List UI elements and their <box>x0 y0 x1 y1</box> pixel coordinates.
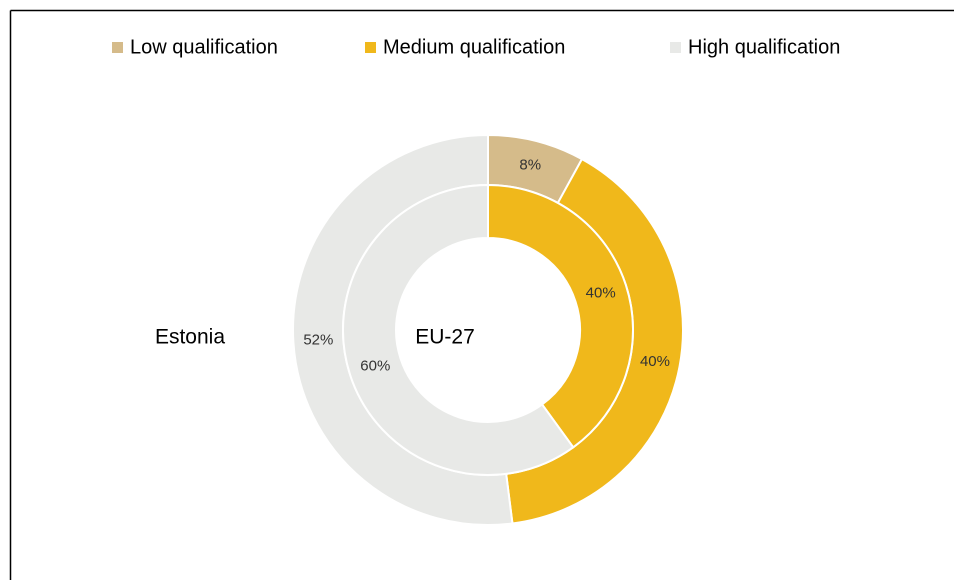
donut-slice <box>342 183 575 476</box>
series-label: EU-27 <box>415 326 475 349</box>
value-label: 60% <box>360 358 390 375</box>
donut-slice <box>487 183 634 449</box>
legend-label: Medium qualification <box>383 36 565 58</box>
value-label: 8% <box>519 156 541 173</box>
value-label: 40% <box>586 284 616 301</box>
legend-swatch <box>365 42 376 53</box>
series-label: Estonia <box>155 326 225 349</box>
legend-label: High qualification <box>688 36 840 58</box>
value-label: 40% <box>640 353 670 370</box>
value-label: 52% <box>303 332 333 349</box>
legend-label: Low qualification <box>130 36 278 58</box>
legend-swatch <box>112 42 123 53</box>
legend-swatch <box>670 42 681 53</box>
